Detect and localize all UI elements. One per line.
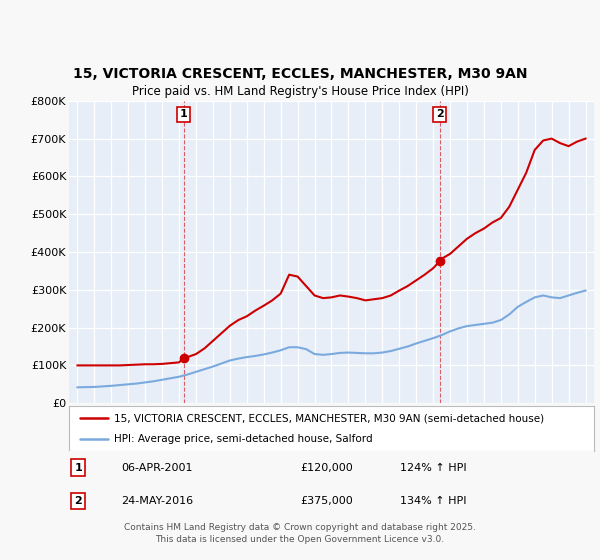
Text: 15, VICTORIA CRESCENT, ECCLES, MANCHESTER, M30 9AN: 15, VICTORIA CRESCENT, ECCLES, MANCHESTE… (73, 67, 527, 81)
Text: 2: 2 (436, 109, 443, 119)
Text: 06-APR-2001: 06-APR-2001 (121, 463, 193, 473)
Text: 124% ↑ HPI: 124% ↑ HPI (400, 463, 466, 473)
Text: 15, VICTORIA CRESCENT, ECCLES, MANCHESTER, M30 9AN (semi-detached house): 15, VICTORIA CRESCENT, ECCLES, MANCHESTE… (113, 413, 544, 423)
Text: 1: 1 (74, 463, 82, 473)
Text: 2: 2 (74, 496, 82, 506)
Text: 1: 1 (180, 109, 188, 119)
Text: 24-MAY-2016: 24-MAY-2016 (121, 496, 194, 506)
Text: Contains HM Land Registry data © Crown copyright and database right 2025.
This d: Contains HM Land Registry data © Crown c… (124, 522, 476, 544)
Text: £120,000: £120,000 (300, 463, 353, 473)
Text: HPI: Average price, semi-detached house, Salford: HPI: Average price, semi-detached house,… (113, 433, 372, 444)
Text: £375,000: £375,000 (300, 496, 353, 506)
Text: Price paid vs. HM Land Registry's House Price Index (HPI): Price paid vs. HM Land Registry's House … (131, 85, 469, 98)
Text: 134% ↑ HPI: 134% ↑ HPI (400, 496, 466, 506)
